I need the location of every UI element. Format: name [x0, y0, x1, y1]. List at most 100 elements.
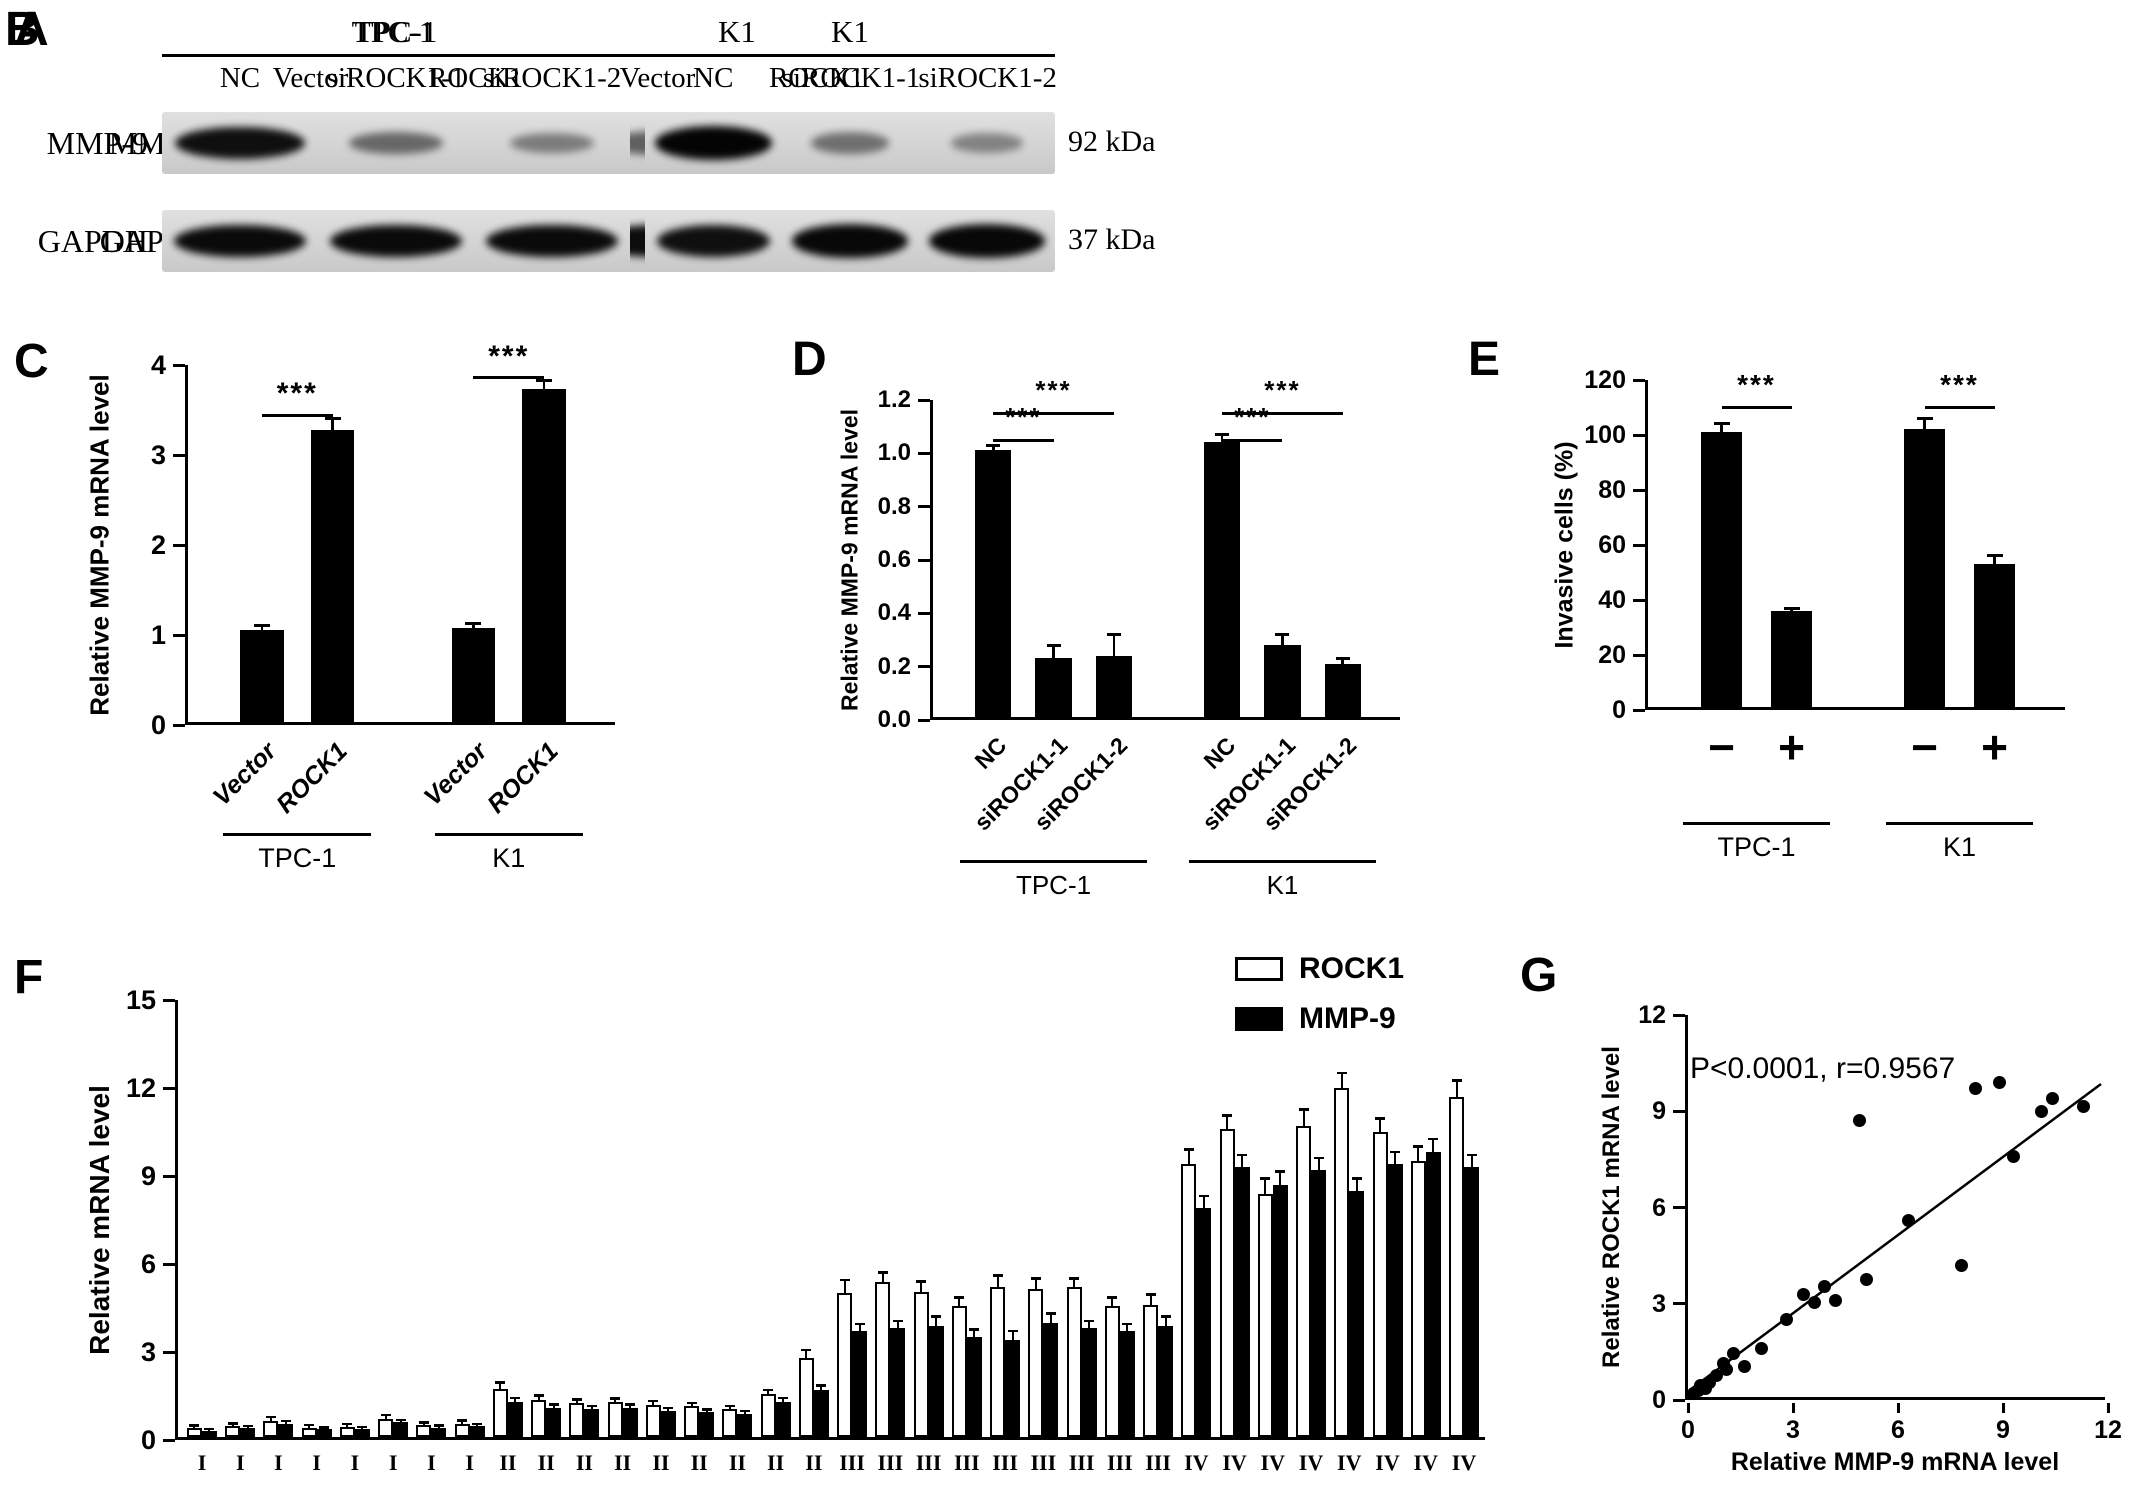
- panel-b-letter: B: [5, 3, 40, 56]
- tumor-stage-label: II: [652, 1450, 670, 1475]
- error-bar-cap: [739, 1409, 750, 1413]
- protein-band: [174, 224, 306, 258]
- y-tick-mark: [1673, 1013, 1685, 1017]
- data-point: [1828, 1294, 1842, 1308]
- y-tick-label: 9: [140, 1161, 156, 1191]
- y-tick-label: 100: [1584, 421, 1626, 449]
- lane-label: ROCK1: [427, 62, 524, 94]
- y-tick-mark: [918, 718, 930, 722]
- error-bar-stem: [1302, 1109, 1305, 1127]
- error-bar-cap: [586, 1404, 597, 1408]
- error-bar-cap: [1106, 632, 1121, 636]
- y-tick-label: 3: [150, 440, 166, 470]
- error-bar-cap: [1222, 1114, 1233, 1117]
- y-tick-mark: [1673, 1398, 1685, 1402]
- rock1-bar: [1372, 1131, 1388, 1437]
- protein-band: [509, 133, 595, 153]
- error-bar-stem: [284, 1421, 287, 1424]
- plot-area-g: 0 3 6 9 12 0 3 6 9 12: [1638, 1001, 2122, 1444]
- error-bar-cap: [1237, 1153, 1248, 1157]
- tumor-stage-label: III: [839, 1450, 865, 1475]
- protein-band: [791, 224, 908, 258]
- mmp9-bar: [316, 1429, 332, 1437]
- blot-strip: [645, 210, 1055, 272]
- rock1-bar: [1296, 1126, 1312, 1437]
- regression-line: [1690, 1082, 2102, 1390]
- mmp9-bar: [928, 1325, 944, 1437]
- mmp9-bar: [278, 1423, 294, 1437]
- tumor-stage-label: IV: [1222, 1450, 1247, 1475]
- mmp9-bar: [699, 1412, 715, 1437]
- y-tick-label: 1.0: [877, 439, 911, 467]
- tumor-stage-label: III: [1106, 1450, 1133, 1475]
- legend-label-rock1: ROCK1: [1299, 952, 1405, 985]
- panel-b: B TPC-1 NC siROCK1-1 siROCK1-2 K1 NC siROCK1-1…: [0, 0, 1155, 300]
- error-bar-stem: [973, 1329, 976, 1338]
- error-bar-cap: [1275, 1170, 1286, 1173]
- protein-name-label: GAPDH: [37, 223, 148, 259]
- error-bar-cap: [472, 1422, 483, 1426]
- y-tick-mark: [163, 1438, 175, 1442]
- data-point: [2035, 1104, 2048, 1118]
- mmp9-bar: [890, 1328, 906, 1437]
- protein-name-label: MMP-9: [46, 125, 148, 161]
- error-bar-cap: [433, 1424, 444, 1427]
- significance-stars: ***: [1035, 375, 1072, 406]
- error-bar-cap: [1713, 422, 1730, 426]
- y-axis-label-f: Relative mRNA level: [84, 1085, 115, 1355]
- tumor-stage-label: II: [767, 1450, 785, 1475]
- error-bar-cap: [625, 1403, 636, 1406]
- panel-d-letter: D: [792, 333, 827, 386]
- data-point: [1737, 1359, 1751, 1373]
- tumor-stage-label: IV: [1184, 1450, 1209, 1475]
- y-tick-mark: [918, 451, 930, 455]
- error-bar-cap: [1351, 1177, 1362, 1180]
- lane-label: NC: [693, 62, 734, 94]
- mmp9-bar: [584, 1409, 600, 1437]
- error-bar-stem: [1073, 1278, 1076, 1288]
- error-bar-cap: [457, 1419, 468, 1422]
- mmp9-bar: [354, 1428, 370, 1437]
- plot-area-e: 0 20 40 60 80 100 120 *** *** − + − + TPC-1 K1: [1584, 366, 2065, 862]
- error-bar-cap: [1030, 1277, 1041, 1280]
- x-tick-label: 12: [2094, 1416, 2122, 1444]
- data-point: [1807, 1295, 1821, 1309]
- error-bar-stem: [537, 1395, 540, 1401]
- legend-label-mmp9: MMP-9: [1299, 1002, 1396, 1035]
- category-label: siROCK1-2: [1257, 732, 1362, 836]
- error-bar-cap: [969, 1328, 980, 1331]
- error-bar-cap: [986, 443, 1001, 447]
- cell-line-label: TPC-1: [258, 843, 337, 873]
- error-bar-cap: [1413, 1145, 1424, 1148]
- mmp9-swatch-icon: [1235, 1007, 1283, 1031]
- error-bar-cap: [571, 1398, 582, 1401]
- error-bar-stem: [1355, 1178, 1358, 1191]
- error-bar-cap: [1986, 554, 2003, 558]
- y-tick-label: 0.8: [877, 492, 911, 520]
- y-tick-label: 1: [150, 620, 166, 650]
- tumor-stage-label: III: [1068, 1450, 1095, 1475]
- error-bar-cap: [204, 1427, 215, 1431]
- error-bar-stem: [667, 1408, 670, 1411]
- group-underline: [960, 860, 1147, 863]
- tumor-stage-label: II: [805, 1450, 823, 1475]
- protein-band: [330, 224, 462, 258]
- error-bar-cap: [395, 1418, 406, 1421]
- y-tick-label: 60: [1598, 531, 1626, 559]
- error-bar-stem: [1111, 1297, 1114, 1307]
- x-tick-mark: [2106, 1403, 2110, 1413]
- error-bar-stem: [858, 1324, 861, 1332]
- x-tick-label: 9: [1996, 1416, 2010, 1444]
- data-point: [1755, 1342, 1768, 1356]
- panel-e: E Invasive cells (%) 0 20 40 60 80 100 120 *** *…: [1460, 320, 2150, 940]
- y-tick-label: 6: [140, 1249, 156, 1279]
- data-point: [1797, 1287, 1810, 1301]
- y-tick-label: 20: [1598, 641, 1626, 669]
- y-tick-label: 0.4: [877, 599, 911, 627]
- group-underline: [434, 833, 583, 836]
- error-bar-cap: [227, 1422, 238, 1425]
- y-tick-label: 3: [1652, 1289, 1666, 1318]
- x-tick-label: 0: [1681, 1416, 1695, 1444]
- error-bar-cap: [1916, 416, 1933, 420]
- bar: [1771, 610, 1812, 707]
